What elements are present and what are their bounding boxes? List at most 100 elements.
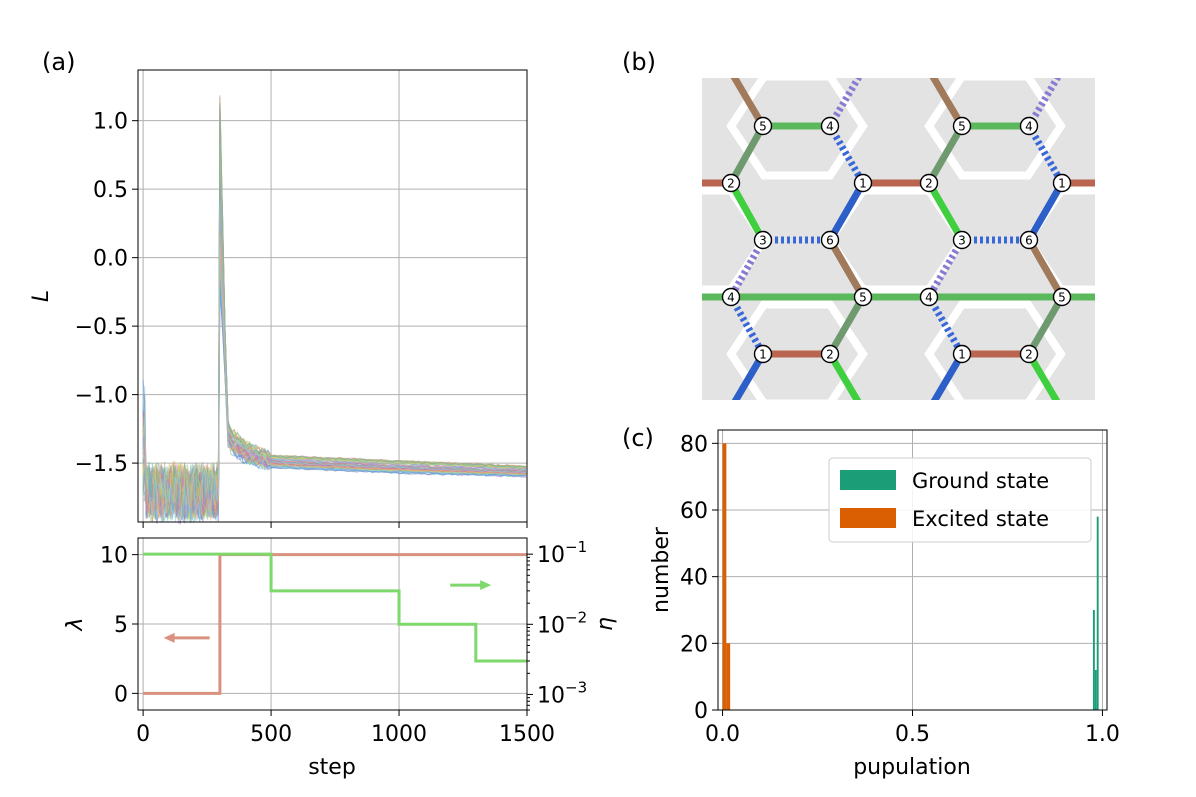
lattice-vertex-label: 4 [1025, 120, 1033, 134]
loss-y-tick-label: 0.5 [93, 178, 128, 203]
lattice-vertex [952, 230, 972, 250]
loss-y-tick-label: −1.5 [75, 452, 128, 477]
step-x-axis-label: step [308, 755, 356, 780]
lattice-vertex-label: 1 [759, 348, 767, 362]
lambda-series-line [143, 553, 527, 695]
loss-y-ticks: 1.0 0.5 0.0 −0.5 −1.0 −1.5 [75, 110, 138, 477]
loss-trajectory [142, 109, 527, 507]
bond-bright-green [727, 181, 767, 242]
lattice-vertex-label: 5 [1058, 291, 1066, 305]
histogram-y-tick-label: 20 [680, 632, 708, 657]
lattice-vertex [820, 230, 840, 250]
bond-brown [1025, 238, 1066, 299]
loss-plot: 1.0 0.5 0.0 −0.5 −1.0 −1.5 L [29, 69, 528, 528]
loss-trajectory [142, 116, 527, 509]
eta-axis-arrow-head [480, 580, 492, 591]
lattice-cell-outline [924, 78, 1066, 180]
histogram-y-ticks: 0 20 40 60 80 [680, 432, 718, 724]
histogram-bars [722, 443, 1099, 710]
step-x-tick-label: 1500 [499, 722, 555, 747]
lattice-vertex [1019, 344, 1039, 364]
eta-y-tick-label: 10−3 [537, 678, 587, 708]
honeycomb-lattice: 5 4 5 4 2 1 2 1 3 6 3 6 4 5 4 5 1 2 1 2 [702, 78, 1095, 400]
bond-purple-dashed [1025, 78, 1062, 128]
loss-grid [138, 70, 528, 522]
lattice-cell-outline [726, 300, 868, 400]
lattice-vertex [1019, 116, 1039, 136]
lattice-vertex [853, 287, 873, 307]
bond-sage [826, 295, 867, 356]
lattice-vertex [820, 116, 840, 136]
loss-axes-frame [137, 69, 528, 523]
ground-state-bar [1094, 670, 1097, 710]
panel-label-a: (a) [42, 48, 75, 76]
legend: Ground state Excited state [828, 457, 1092, 543]
lattice-vertex-label: 4 [826, 120, 834, 134]
lattice-vertex-label: 6 [1025, 234, 1033, 248]
bond-brown [730, 78, 767, 128]
loss-trajectory [142, 100, 527, 507]
step-x-tick-label: 500 [250, 722, 292, 747]
loss-x-ticks [142, 522, 528, 528]
lattice-cell-outline [726, 78, 868, 180]
bond-brown [929, 78, 966, 128]
lattice-vertex [1052, 287, 1072, 307]
eta-tick-exponent: −1 [565, 538, 587, 556]
lattice-cell-outline [924, 300, 1066, 400]
lattice-vertex-label: 3 [759, 234, 767, 248]
loss-y-tick-label: −1.0 [75, 384, 128, 409]
lattice-vertex [1052, 173, 1072, 193]
lambda-axis-arrow-head [163, 632, 175, 643]
bond-sage [1025, 295, 1066, 356]
population-histogram: 0 20 40 60 80 0.0 0.5 1.0 pupulation number Gr… [649, 429, 1120, 780]
eta-y-ticks: 10−310−210−1 [527, 538, 587, 711]
lattice-vertex [721, 287, 741, 307]
lambda-y-ticks: 0 5 10 [100, 544, 138, 707]
lattice-vertex [820, 344, 840, 364]
loss-trajectory [142, 200, 526, 518]
eta-tick-exponent: −2 [565, 608, 587, 626]
lattice-vertex-label: 2 [1025, 348, 1033, 362]
histogram-y-tick-label: 40 [680, 566, 708, 591]
panel-label-c: (c) [622, 424, 654, 452]
lattice-vertex-label: 6 [826, 234, 834, 248]
histogram-x-tick-label: 1.0 [1085, 722, 1120, 747]
loss-trajectories [142, 95, 527, 525]
lattice-vertex-label: 2 [925, 177, 933, 191]
loss-trajectory [142, 145, 527, 513]
loss-trajectory [142, 103, 527, 508]
panel-label-b: (b) [622, 48, 656, 76]
lattice-vertex-label: 1 [859, 177, 867, 191]
step-x-ticks: 0 500 1000 1500 [136, 710, 555, 747]
histogram-y-tick-label: 0 [694, 699, 708, 724]
excited-state-bar [726, 643, 731, 710]
eta-y-tick-label: 10−2 [537, 608, 587, 638]
bond-blue-dashed [925, 295, 966, 356]
bond-blue [1025, 181, 1066, 242]
lattice-vertex-label: 1 [1058, 177, 1066, 191]
bond-sage [727, 124, 767, 185]
lattice-vertex-label: 2 [826, 348, 834, 362]
histogram-x-tick-label: 0.0 [705, 722, 740, 747]
eta-series-line [143, 552, 527, 663]
eta-y-axis-label: η [593, 617, 618, 631]
lattice-vertices: 5 4 5 4 2 1 2 1 3 6 3 6 4 5 4 5 1 2 1 2 [721, 116, 1072, 364]
lattice-vertex [952, 116, 972, 136]
bond-purple-dashed [925, 238, 966, 299]
step-x-tick-label: 0 [136, 722, 150, 747]
lambda-y-tick-label: 10 [100, 544, 128, 569]
bond-bright-green [1025, 352, 1061, 400]
excited-state-bar [722, 443, 727, 710]
lattice-vertex-label: 2 [727, 177, 735, 191]
lattice-bonds [702, 78, 1095, 400]
bond-purple-dashed [727, 238, 767, 299]
loss-y-tick-label: 1.0 [93, 110, 128, 135]
legend-swatch-excited [840, 508, 896, 528]
lattice-vertex [919, 287, 939, 307]
loss-trajectory [142, 99, 527, 508]
bond-blue [731, 352, 767, 400]
bond-blue [826, 181, 867, 242]
lattice-vertex-label: 4 [727, 291, 735, 305]
lattice-vertex [853, 173, 873, 193]
